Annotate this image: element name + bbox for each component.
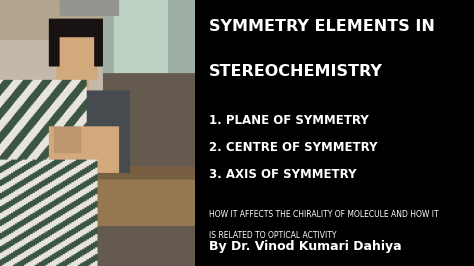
Text: STEREOCHEMISTRY: STEREOCHEMISTRY xyxy=(209,64,383,79)
Text: 2. CENTRE OF SYMMETRY: 2. CENTRE OF SYMMETRY xyxy=(209,141,377,154)
Text: HOW IT AFFECTS THE CHIRALITY OF MOLECULE AND HOW IT: HOW IT AFFECTS THE CHIRALITY OF MOLECULE… xyxy=(209,210,438,219)
Text: 3. AXIS OF SYMMETRY: 3. AXIS OF SYMMETRY xyxy=(209,168,356,181)
Text: 1. PLANE OF SYMMETRY: 1. PLANE OF SYMMETRY xyxy=(209,114,368,127)
Text: SYMMETRY ELEMENTS IN: SYMMETRY ELEMENTS IN xyxy=(209,19,435,34)
Text: IS RELATED TO OPTICAL ACTIVITY: IS RELATED TO OPTICAL ACTIVITY xyxy=(209,231,336,240)
Text: By Dr. Vinod Kumari Dahiya: By Dr. Vinod Kumari Dahiya xyxy=(209,240,401,253)
